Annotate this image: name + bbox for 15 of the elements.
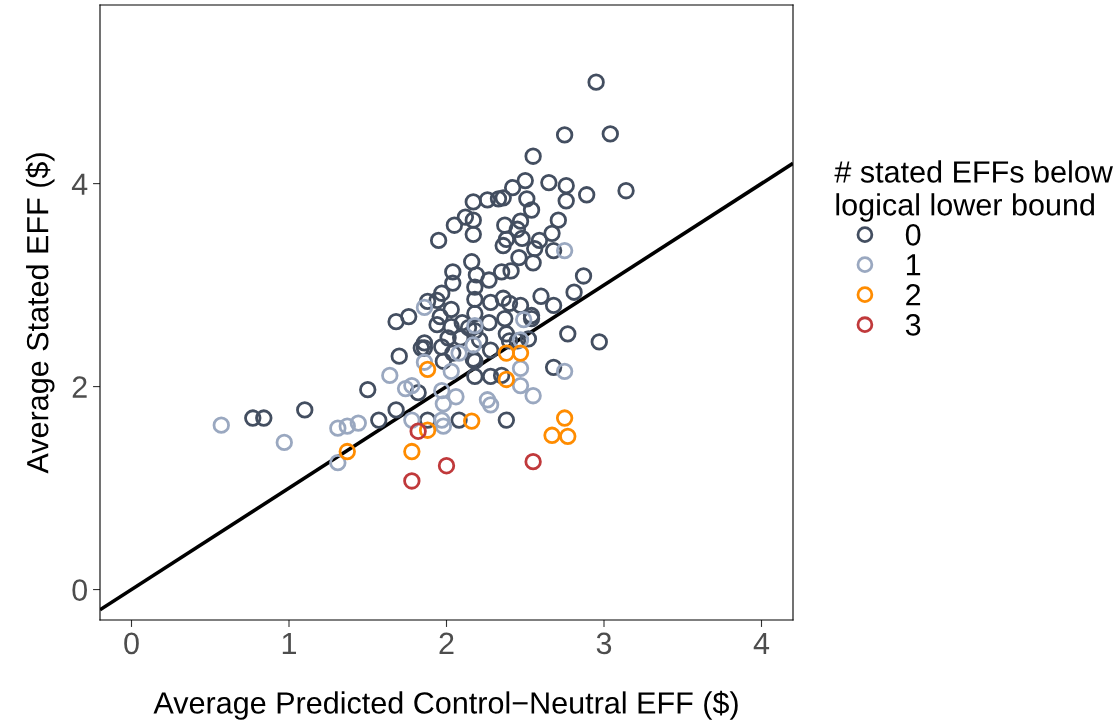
x-tick-label: 2 [439,632,454,654]
y-axis-title: Average Stated EFF ($) [25,153,55,474]
legend-label: 0 [905,224,921,246]
y-tick-label: 4 [71,173,88,195]
legend-label: 2 [906,284,921,306]
x-tick-label: 0 [124,632,139,655]
x-tick-label: 1 [282,632,297,654]
x-tick-label: 4 [753,632,770,654]
legend-title: # stated EFFs below logical lower bound [834,160,1113,222]
x-axis-title: Average Predicted Control−Neutral EFF ($) [153,690,738,720]
legend-label: 3 [905,314,921,336]
legend-label: 1 [906,254,921,276]
y-tick-label: 2 [72,376,87,398]
y-tick-label: 0 [72,579,87,601]
x-tick-label: 3 [596,632,612,655]
